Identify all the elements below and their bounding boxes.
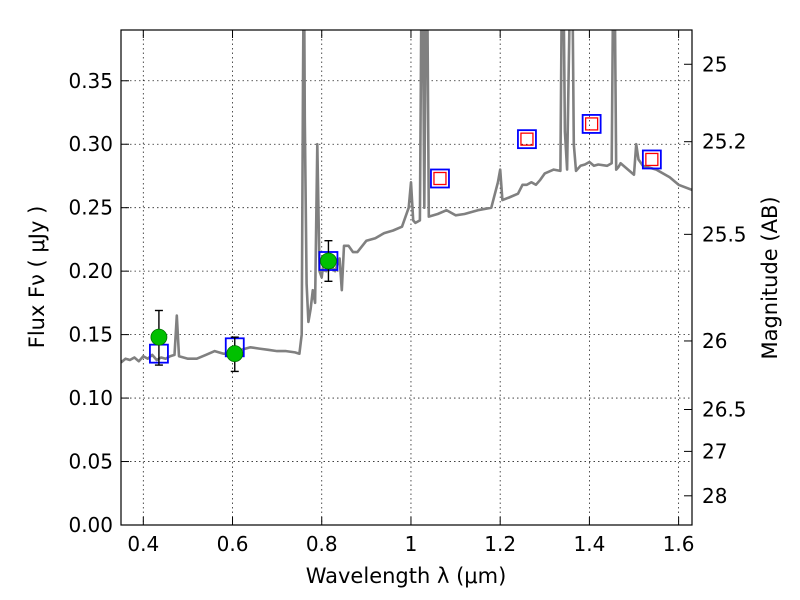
y2-tick-label: 25: [702, 52, 727, 76]
x-tick-label: 1.2: [484, 532, 516, 556]
x-tick-label: 0.6: [217, 532, 249, 556]
spectrum-line: [121, 30, 692, 364]
grid-lines: [121, 30, 692, 525]
y2-tick-label: 25.2: [702, 130, 747, 154]
observed-point: [226, 345, 244, 363]
y-tick-label: 0.15: [68, 323, 113, 347]
observed-point: [150, 328, 168, 346]
x-tick-label: 1.6: [663, 532, 695, 556]
y-tick-label: 0.35: [68, 69, 113, 93]
y-tick-label: 0.00: [68, 513, 113, 537]
x-tick-label: 0.4: [127, 532, 159, 556]
x-tick-label: 0.8: [306, 532, 338, 556]
axis-tick-labels: 0.4 0.6 0.8 1 1.2 1.4 1.6 0.00 0.05 0.10 0.15 0.20 0…: [68, 52, 746, 556]
model-photometry-square: [641, 149, 662, 170]
upper-limit-square: [520, 132, 534, 146]
upper-limit-square: [433, 171, 447, 186]
plot-area: [121, 30, 692, 373]
y2-tick-label: 28: [702, 484, 727, 508]
y2-tick-label: 26: [702, 329, 727, 353]
upper-limit-square: [645, 152, 659, 167]
y-axis-title: Flux Fν ( μJy ): [25, 206, 49, 349]
x-axis-title: Wavelength λ (μm): [306, 564, 507, 588]
model-photometry-square: [430, 168, 450, 189]
model-photometry-square: [581, 114, 602, 134]
model-photometry-square: [517, 129, 537, 150]
y2-tick-label: 26.5: [702, 398, 747, 422]
y2-tick-label: 27: [702, 439, 727, 463]
plot-frame: [120, 29, 693, 526]
y2-tick-label: 25.5: [702, 222, 747, 246]
y-tick-label: 0.05: [68, 450, 113, 474]
axis-ticks: [121, 30, 692, 526]
upper-limit-square: [584, 117, 599, 131]
y-tick-label: 0.25: [68, 196, 113, 220]
y-tick-label: 0.20: [68, 259, 113, 283]
x-tick-label: 1.4: [573, 532, 605, 556]
y-tick-label: 0.30: [68, 132, 113, 156]
y2-axis-title: Magnitude (AB): [758, 196, 782, 359]
x-tick-label: 1: [405, 532, 418, 556]
observed-point: [320, 252, 337, 270]
y-tick-label: 0.10: [68, 386, 113, 410]
plot-background: [121, 30, 692, 525]
